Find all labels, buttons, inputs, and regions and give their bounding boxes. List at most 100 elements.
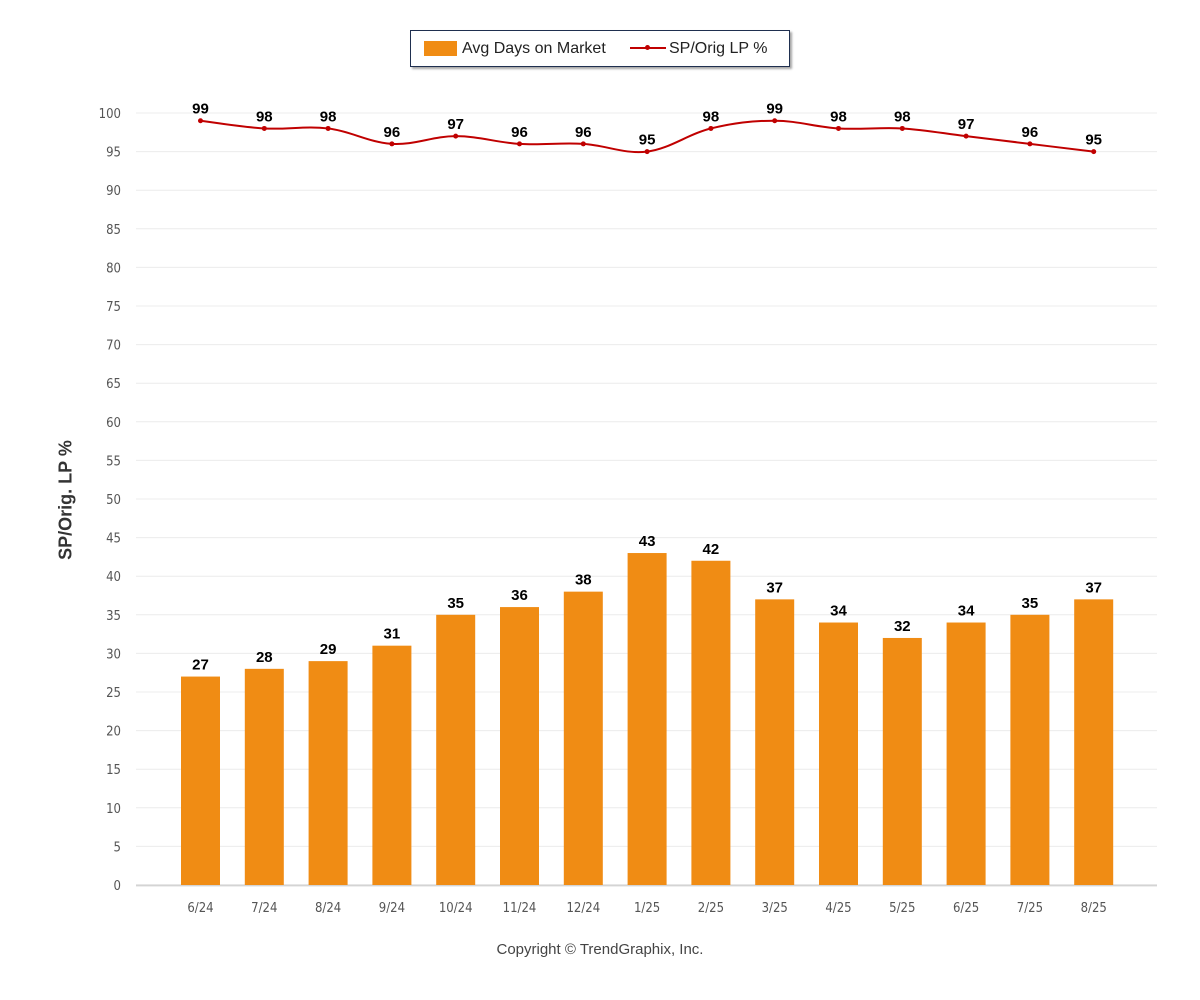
line-point (1027, 141, 1033, 147)
bar (627, 553, 667, 885)
line-data-label: 98 (894, 108, 911, 125)
y-tick-label: 35 (106, 609, 121, 624)
x-tick-label: 11/24 (503, 901, 537, 916)
y-tick-label: 55 (106, 454, 121, 469)
line-point (517, 141, 522, 147)
bar-data-label: 37 (766, 579, 783, 596)
y-tick-label: 90 (106, 184, 121, 199)
bar-data-label: 31 (384, 626, 401, 643)
line-point (580, 141, 586, 147)
line-data-label: 96 (1022, 124, 1039, 141)
line-point (389, 141, 395, 147)
bar-data-label: 27 (192, 657, 209, 674)
bar (1010, 614, 1050, 885)
bar (691, 560, 731, 885)
bar-data-label: 34 (958, 603, 975, 620)
x-tick-label: 9/24 (379, 901, 405, 916)
line-point (261, 125, 267, 131)
y-tick-label: 30 (106, 647, 121, 662)
line-data-label: 99 (766, 101, 783, 118)
bar-data-label: 36 (511, 587, 528, 604)
legend-line-marker (645, 45, 650, 50)
y-tick-label: 65 (106, 377, 121, 392)
y-tick-label: 0 (114, 879, 121, 894)
legend: Avg Days on Market SP/Orig LP % (410, 30, 790, 67)
gridlines (136, 112, 1157, 886)
line-data-label: 98 (703, 108, 720, 125)
bar-data-label: 43 (639, 533, 656, 550)
bar (1074, 599, 1114, 885)
x-tick-label: 3/25 (762, 901, 788, 916)
line-data-label: 97 (447, 116, 464, 133)
x-tick-label: 1/25 (634, 901, 660, 916)
line-point (772, 118, 778, 124)
bar-data-label: 38 (575, 572, 592, 589)
x-tick-label: 6/24 (187, 901, 213, 916)
line-data-label: 99 (192, 101, 209, 118)
line-point (836, 125, 841, 131)
bar-series (181, 553, 1114, 885)
x-tick-label: 5/25 (889, 901, 915, 916)
line-point (453, 133, 459, 139)
y-axis-ticks: 0 5 10 15 20 25 30 35 40 45 50 55 60 65 70 75 80 85 90 95 10… (99, 107, 121, 894)
bar-data-label: 42 (703, 541, 720, 558)
x-tick-label: 6/25 (953, 901, 979, 916)
y-tick-label: 85 (106, 223, 121, 238)
bar (882, 637, 922, 885)
y-tick-label: 80 (106, 261, 121, 276)
copyright-text: Copyright © TrendGraphix, Inc. (496, 941, 704, 958)
y-tick-label: 25 (106, 686, 121, 701)
line-series (198, 118, 1097, 155)
bar (946, 622, 986, 885)
x-tick-label: 8/25 (1081, 901, 1107, 916)
x-tick-label: 7/24 (251, 901, 277, 916)
bar (436, 614, 476, 885)
line-data-label: 96 (575, 124, 592, 141)
line-point (963, 133, 969, 139)
line-point (198, 118, 203, 124)
y-tick-label: 5 (114, 840, 121, 855)
bar (181, 676, 220, 885)
line-data-label: 97 (958, 116, 975, 133)
x-tick-label: 4/25 (825, 901, 851, 916)
y-tick-label: 15 (106, 763, 121, 778)
x-tick-label: 12/24 (566, 901, 600, 916)
y-tick-label: 95 (106, 146, 121, 161)
line-data-label: 98 (830, 108, 847, 125)
line-data-label: 96 (384, 124, 401, 141)
legend-bar-label: Avg Days on Market (462, 40, 606, 57)
y-tick-label: 10 (106, 802, 121, 817)
line-data-label: 96 (511, 124, 528, 141)
line-point (325, 125, 331, 131)
y-tick-label: 70 (106, 339, 121, 354)
bar (819, 622, 858, 885)
line-data-label: 95 (1085, 132, 1102, 149)
bar (372, 645, 412, 885)
bar-data-label: 35 (447, 595, 464, 612)
x-tick-label: 8/24 (315, 901, 341, 916)
bar (755, 599, 795, 885)
bar (244, 668, 284, 885)
line-data-label: 95 (639, 132, 656, 149)
bar-data-labels: 27 28 29 31 35 36 38 43 42 37 34 32 34 35 37 (192, 533, 1102, 674)
y-tick-label: 75 (106, 300, 121, 315)
x-tick-label: 10/24 (439, 901, 473, 916)
line-point (1091, 149, 1097, 155)
bar (308, 661, 348, 885)
x-tick-label: 2/25 (698, 901, 724, 916)
x-axis-ticks: 6/24 7/24 8/24 9/24 10/24 11/24 12/24 1/25 2/25 3… (136, 885, 1157, 916)
legend-line-label: SP/Orig LP % (669, 40, 768, 57)
line-point (644, 149, 650, 155)
y-tick-label: 40 (106, 570, 121, 585)
bar (563, 591, 603, 885)
line-point (708, 125, 714, 131)
y-axis-title: SP/Orig. LP % (55, 440, 76, 560)
bar-data-label: 34 (830, 603, 847, 620)
y-tick-label: 20 (106, 725, 121, 740)
bar-data-label: 32 (894, 618, 911, 635)
y-tick-label: 60 (106, 416, 121, 431)
bar-data-label: 28 (256, 649, 273, 666)
bar (500, 607, 539, 885)
line-data-label: 98 (256, 108, 273, 125)
